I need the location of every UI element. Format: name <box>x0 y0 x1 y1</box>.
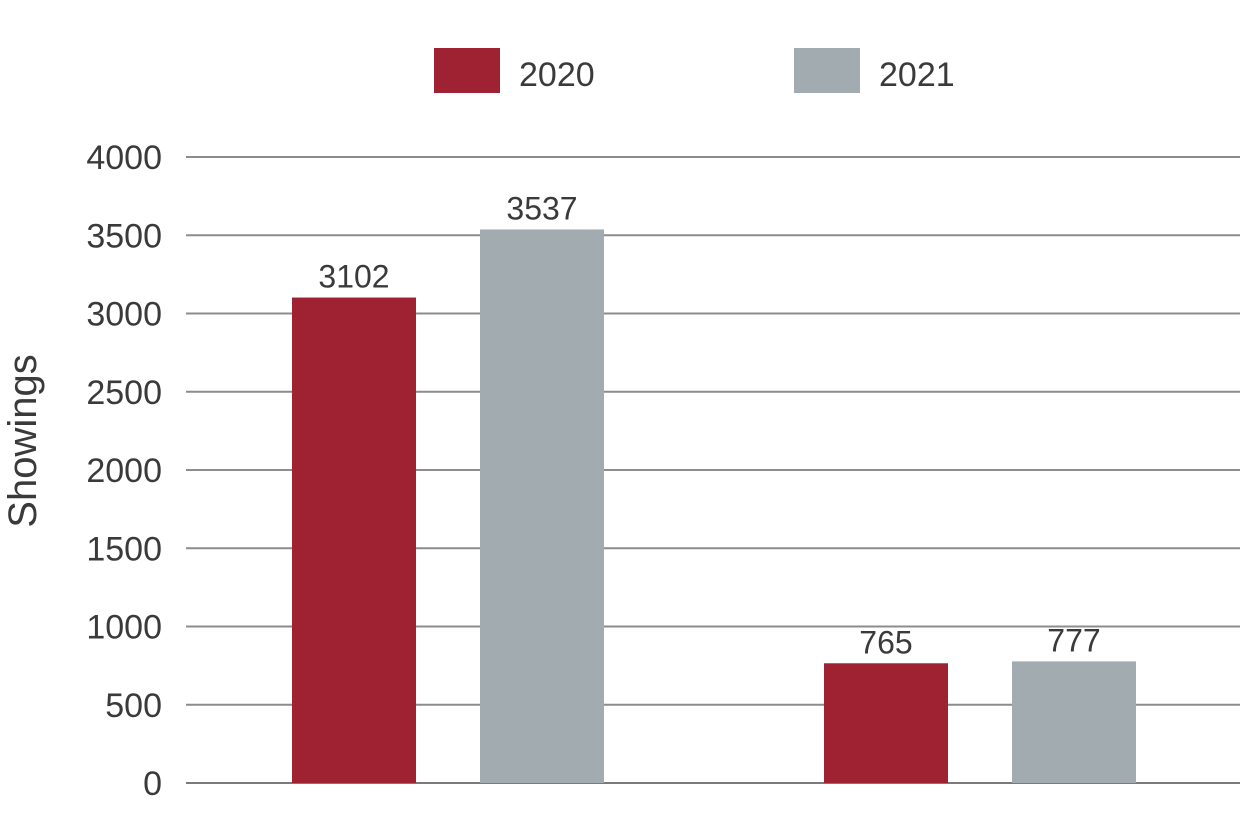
y-tick-label: 1500 <box>86 530 162 568</box>
y-tick-label: 2000 <box>86 452 162 490</box>
bar <box>292 297 416 783</box>
y-axis-label: Showings <box>1 354 45 527</box>
data-label: 3102 <box>318 259 389 295</box>
legend-label: 2021 <box>879 56 955 94</box>
bar <box>824 663 948 783</box>
y-tick-label: 3500 <box>86 217 162 255</box>
legend-swatch <box>434 48 500 93</box>
y-tick-label: 0 <box>143 765 162 803</box>
bar <box>1012 661 1136 783</box>
data-label: 765 <box>859 624 912 660</box>
y-tick-label: 2500 <box>86 374 162 412</box>
bars <box>292 229 1136 784</box>
legend-label: 2020 <box>519 56 595 94</box>
legend-swatch <box>794 48 860 93</box>
y-tick-label: 3000 <box>86 296 162 334</box>
y-tick-label: 4000 <box>86 139 162 177</box>
bar <box>480 229 604 784</box>
y-tick-label: 1000 <box>86 609 162 647</box>
y-tick-label: 500 <box>105 687 162 725</box>
legend: 2020 2021 <box>434 48 955 94</box>
data-labels: 3102 765 3537 777 <box>318 190 1100 660</box>
data-label: 777 <box>1047 622 1100 658</box>
y-axis-ticks: 0 500 1000 1500 2000 2500 3000 3500 4000 <box>86 139 162 803</box>
data-label: 3537 <box>506 190 577 226</box>
